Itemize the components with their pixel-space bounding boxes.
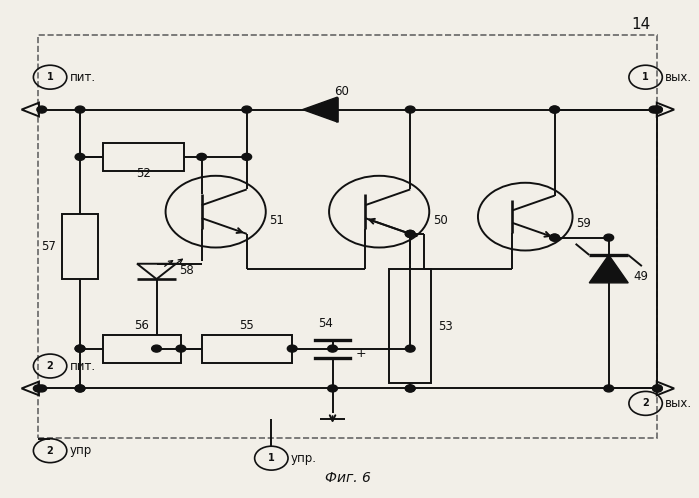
Text: Фиг. 6: Фиг. 6 xyxy=(325,471,370,485)
Text: 2: 2 xyxy=(47,361,53,371)
Text: вых.: вых. xyxy=(665,397,692,410)
Bar xyxy=(103,335,181,363)
Text: пит.: пит. xyxy=(70,360,96,373)
Circle shape xyxy=(287,345,297,352)
Text: 56: 56 xyxy=(134,319,150,332)
Text: 59: 59 xyxy=(576,217,591,230)
Text: 1: 1 xyxy=(268,453,275,463)
Circle shape xyxy=(549,234,559,241)
Text: 54: 54 xyxy=(318,317,333,330)
Text: пит.: пит. xyxy=(70,71,96,84)
Text: 58: 58 xyxy=(180,263,194,276)
Circle shape xyxy=(37,385,47,392)
Text: 1: 1 xyxy=(47,72,53,82)
Text: 60: 60 xyxy=(334,85,349,98)
Circle shape xyxy=(604,385,614,392)
Circle shape xyxy=(75,385,85,392)
Bar xyxy=(38,35,658,438)
Text: 49: 49 xyxy=(634,270,649,283)
Circle shape xyxy=(37,106,47,113)
Circle shape xyxy=(75,345,85,352)
Circle shape xyxy=(197,153,206,160)
Circle shape xyxy=(34,385,43,392)
Text: 50: 50 xyxy=(433,214,447,227)
Circle shape xyxy=(604,234,614,241)
Text: упр.: упр. xyxy=(291,452,317,465)
Circle shape xyxy=(405,385,415,392)
Text: вых.: вых. xyxy=(665,71,692,84)
Text: 2: 2 xyxy=(642,398,649,408)
Circle shape xyxy=(242,153,252,160)
Circle shape xyxy=(328,345,338,352)
Circle shape xyxy=(653,106,663,113)
Text: упр: упр xyxy=(70,444,92,457)
Text: 2: 2 xyxy=(47,446,53,456)
Circle shape xyxy=(653,385,663,392)
Circle shape xyxy=(75,153,85,160)
Circle shape xyxy=(75,345,85,352)
Text: 57: 57 xyxy=(41,240,56,253)
Circle shape xyxy=(405,345,415,352)
Text: 53: 53 xyxy=(438,320,453,333)
Text: +: + xyxy=(356,347,366,360)
Circle shape xyxy=(653,385,663,392)
Circle shape xyxy=(328,385,338,392)
Polygon shape xyxy=(589,255,628,283)
Circle shape xyxy=(75,385,85,392)
Bar xyxy=(202,335,292,363)
Text: 55: 55 xyxy=(240,319,254,332)
Circle shape xyxy=(405,231,415,238)
Text: 52: 52 xyxy=(136,167,151,180)
Circle shape xyxy=(405,231,415,238)
Circle shape xyxy=(405,385,415,392)
Circle shape xyxy=(176,345,186,352)
Text: 51: 51 xyxy=(269,214,284,227)
Bar xyxy=(103,143,185,171)
Circle shape xyxy=(242,106,252,113)
Circle shape xyxy=(75,106,85,113)
Circle shape xyxy=(549,106,559,113)
Text: 14: 14 xyxy=(631,17,651,32)
Circle shape xyxy=(649,106,659,113)
Circle shape xyxy=(549,106,559,113)
Polygon shape xyxy=(303,97,338,122)
Bar xyxy=(389,269,431,383)
Circle shape xyxy=(152,345,161,352)
Text: 1: 1 xyxy=(642,72,649,82)
Circle shape xyxy=(653,106,663,113)
Circle shape xyxy=(405,106,415,113)
Circle shape xyxy=(549,234,559,241)
Bar xyxy=(62,214,98,279)
